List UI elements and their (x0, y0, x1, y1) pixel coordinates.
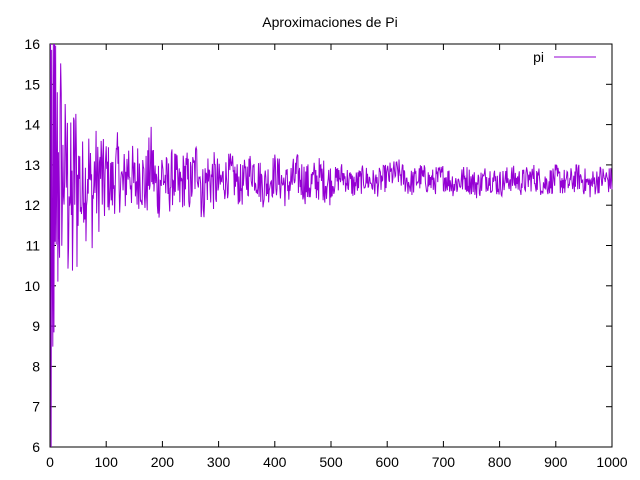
legend: pi (533, 49, 596, 65)
x-tick-label: 400 (263, 454, 287, 470)
y-tick-label: 7 (32, 399, 40, 415)
y-axis-ticks (50, 43, 612, 448)
y-tick-label: 6 (32, 439, 40, 455)
x-axis-tick-labels: 0 100 200 300 400 500 600 700 800 900 1000 (46, 454, 628, 470)
x-tick-label: 700 (432, 454, 456, 470)
y-tick-label: 10 (24, 278, 40, 294)
x-tick-label: 200 (151, 454, 175, 470)
y-tick-label: 15 (24, 76, 40, 92)
series-pi-line (50, 43, 613, 448)
y-tick-label: 11 (25, 238, 40, 254)
x-tick-label: 100 (95, 454, 119, 470)
chart-title: Aproximaciones de Pi (262, 14, 397, 30)
x-axis-ticks (49, 44, 613, 447)
y-tick-label: 9 (32, 318, 40, 334)
legend-label-pi: pi (533, 49, 544, 65)
x-tick-label: 800 (488, 454, 512, 470)
x-tick-label: 600 (376, 454, 400, 470)
x-tick-label: 900 (544, 454, 568, 470)
y-tick-label: 13 (24, 157, 40, 173)
y-tick-label: 8 (32, 358, 40, 374)
x-tick-label: 500 (319, 454, 343, 470)
y-tick-label: 16 (24, 36, 40, 52)
x-tick-label: 300 (207, 454, 231, 470)
y-tick-label: 12 (24, 197, 40, 213)
plot-frame (49, 43, 613, 448)
x-tick-label: 0 (46, 454, 54, 470)
x-tick-label: 1000 (596, 454, 627, 470)
y-tick-label: 14 (24, 117, 40, 133)
y-axis-tick-labels: 6 7 8 9 10 11 12 13 14 15 16 (24, 36, 40, 455)
